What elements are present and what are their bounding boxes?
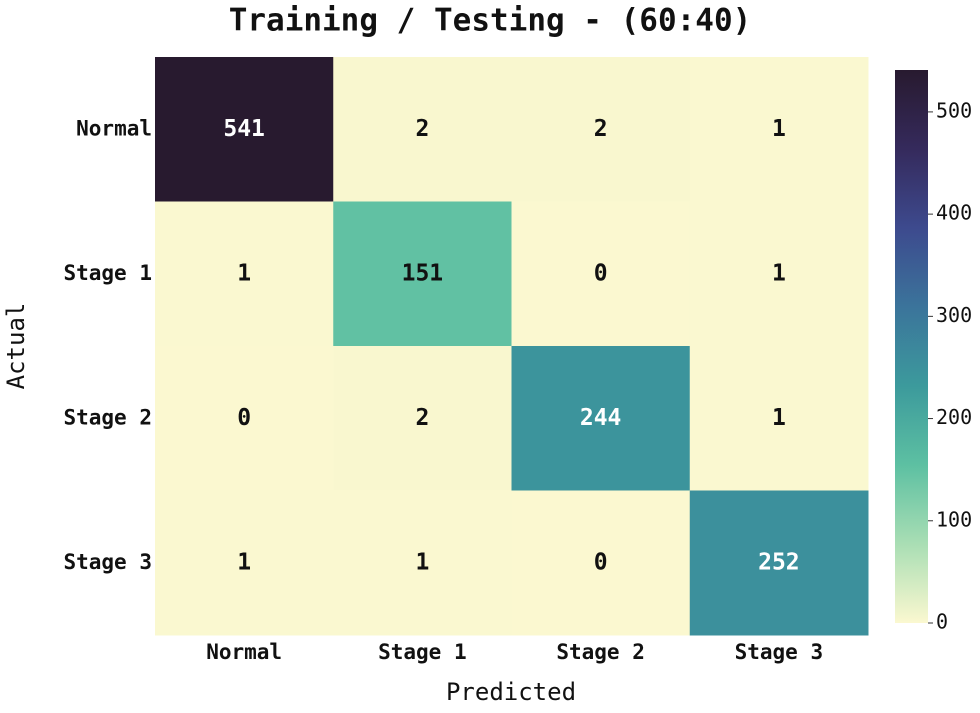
x-tick-label: Normal: [206, 640, 282, 664]
cell-label: 1: [772, 405, 786, 431]
heatmap-cell: [511, 201, 691, 347]
y-tick-label: Stage 3: [63, 550, 152, 574]
heatmap-cell: [689, 57, 869, 202]
colorbar-tick-label: 400: [936, 201, 972, 225]
x-tick-label: Stage 1: [378, 640, 467, 664]
heatmap-cell: [689, 490, 869, 636]
heatmap-cell: [511, 57, 691, 202]
heatmap-cell: [333, 490, 512, 636]
cell-label: 1: [772, 260, 786, 286]
x-tick-label: Stage 2: [556, 640, 645, 664]
y-tick-label: Stage 1: [63, 261, 152, 285]
cell-label: 1: [772, 116, 786, 142]
colorbar-tick-label: 0: [936, 610, 948, 634]
cell-label: 151: [402, 260, 444, 286]
colorbar-tick-label: 500: [936, 98, 972, 122]
heatmap-cell: [155, 490, 334, 636]
cell-label: 2: [594, 116, 608, 142]
heatmap-cell: [689, 346, 869, 491]
colorbar-tick-label: 200: [936, 405, 972, 429]
x-tick-label: Stage 3: [735, 640, 824, 664]
cell-label: 252: [758, 549, 800, 575]
x-axis-label: Predicted: [446, 678, 576, 706]
cell-label: 2: [415, 116, 429, 142]
heatmap-cell: [511, 346, 691, 491]
cell-label: 0: [594, 549, 608, 575]
chart-title: Training / Testing - (60:40): [229, 3, 752, 39]
y-tick-label: Normal: [76, 116, 152, 140]
heatmap-cell: [155, 201, 334, 347]
heatmap-cell: [511, 490, 691, 636]
heatmap-cell: [689, 201, 869, 347]
heatmap-cell: [155, 57, 334, 202]
cell-label: 1: [415, 549, 429, 575]
cell-label: 541: [223, 116, 265, 142]
y-axis-label: Actual: [2, 303, 30, 390]
heatmap-cell: [333, 201, 512, 347]
heatmap-cell: [333, 346, 512, 491]
heatmap-cell: [155, 346, 334, 491]
colorbar-tick-label: 100: [936, 507, 972, 531]
cell-label: 2: [415, 405, 429, 431]
cell-label: 244: [580, 405, 622, 431]
cell-label: 0: [594, 260, 608, 286]
heatmap-cell: [333, 57, 512, 202]
colorbar: [895, 70, 928, 623]
cell-label: 0: [237, 405, 251, 431]
cell-label: 1: [237, 260, 251, 286]
y-tick-label: Stage 2: [63, 405, 152, 429]
cell-label: 1: [237, 549, 251, 575]
colorbar-tick-label: 300: [936, 303, 972, 327]
